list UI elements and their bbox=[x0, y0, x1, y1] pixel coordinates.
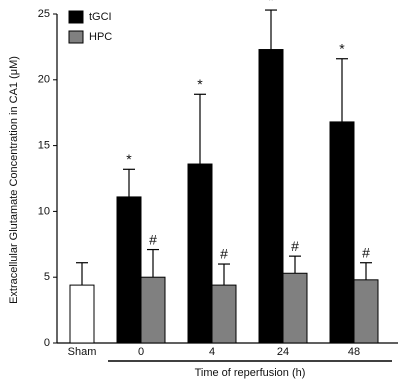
y-tick-label: 20 bbox=[38, 74, 50, 86]
significance-marker: * bbox=[268, 0, 274, 8]
legend-label: HPC bbox=[89, 31, 112, 43]
significance-marker: # bbox=[149, 231, 157, 247]
legend-swatch bbox=[68, 10, 84, 24]
y-axis-label: Extracellular Glutamate Concentration in… bbox=[8, 56, 20, 304]
significance-marker: # bbox=[220, 246, 228, 262]
bar bbox=[353, 279, 379, 344]
bar bbox=[282, 272, 308, 344]
y-tick-label: 10 bbox=[38, 205, 50, 217]
x-tick-label: 48 bbox=[348, 346, 360, 358]
x-tick-label: 4 bbox=[209, 346, 215, 358]
legend-label: tGCI bbox=[89, 11, 112, 23]
y-tick-label: 25 bbox=[38, 8, 50, 20]
y-tick-label: 0 bbox=[44, 337, 50, 349]
x-tick-label: 0 bbox=[138, 346, 144, 358]
bar bbox=[116, 196, 142, 344]
y-tick-label: 5 bbox=[44, 271, 50, 283]
significance-marker: * bbox=[126, 151, 132, 167]
bar bbox=[69, 284, 95, 344]
x-tick-label: Sham bbox=[68, 346, 97, 358]
x-tick-label: 24 bbox=[277, 346, 289, 358]
bar bbox=[187, 163, 213, 344]
significance-marker: * bbox=[197, 76, 203, 92]
bar bbox=[329, 121, 355, 344]
bar bbox=[258, 49, 284, 344]
bar bbox=[211, 284, 237, 344]
significance-marker: # bbox=[362, 244, 370, 260]
significance-marker: * bbox=[339, 40, 345, 56]
y-tick-label: 15 bbox=[38, 140, 50, 152]
bar bbox=[140, 276, 166, 344]
x-axis-label: Time of reperfusion (h) bbox=[195, 367, 306, 379]
significance-marker: # bbox=[291, 238, 299, 254]
legend-swatch bbox=[68, 30, 84, 44]
